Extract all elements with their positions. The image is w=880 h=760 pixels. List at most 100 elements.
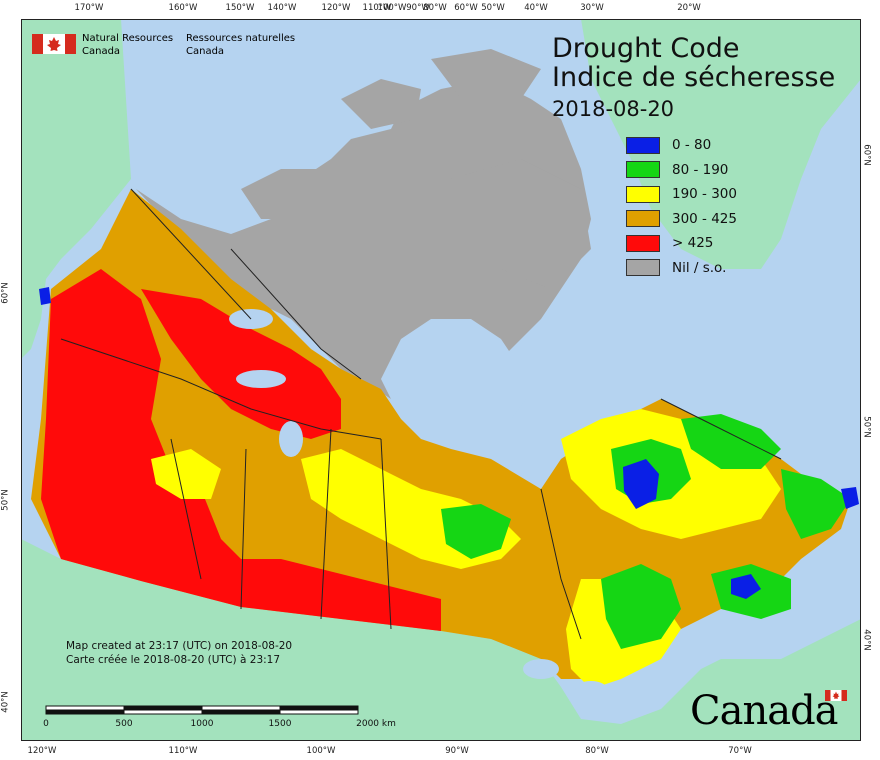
left-tick: 50°N [0,489,11,511]
lake [236,370,286,388]
legend-item: 0 - 80 [626,133,737,158]
legend-item: 190 - 300 [626,182,737,207]
border-line [540,488,582,640]
legend-item: > 425 [626,231,737,256]
drought-zone-gt-425 [41,269,441,631]
greenland-land [581,19,861,269]
hudson-bay [381,319,526,439]
border-line [130,188,252,320]
scale-label: 2000 km [356,719,396,729]
lake [575,681,607,697]
top-tick: 140°W [267,3,297,13]
drought-zone-0-80 [841,487,859,509]
bottom-tick: 100°W [306,746,336,756]
map-title-en: Drought Code [552,33,740,64]
map-title-fr: Indice de sécheresse [552,62,836,93]
scale-label: 1500 [268,719,292,729]
border-line [320,428,332,620]
canada-nil-region [136,79,591,399]
agency-en-line1: Natural Resources [82,33,174,44]
agency-en-line2: Canada [82,46,121,57]
right-tick: 60°N [861,144,872,166]
arctic-island [431,49,541,99]
bottom-tick: 70°W [728,746,752,756]
top-tick: 160°W [168,3,198,13]
top-tick: 40°W [524,3,548,13]
legend-label: 300 - 425 [672,210,737,227]
wordmark-flag-icon [825,690,847,701]
top-tick: 50°W [481,3,505,13]
legend-label: Nil / s.o. [672,259,727,276]
lake [279,421,303,457]
top-tick: 100°W [377,3,407,13]
map-title-block: Drought Code Indice de sécheresse 2018-0… [552,34,835,124]
legend-label: 80 - 190 [672,161,729,178]
arctic-island [451,159,591,289]
bottom-tick: 120°W [27,746,57,756]
legend-label: 190 - 300 [672,186,737,203]
alaska-land [21,19,131,359]
right-tick: 40°N [861,629,872,651]
drought-zone-0-80 [39,287,51,305]
legend: 0 - 80 80 - 190 190 - 300 300 - 425 > 42… [626,133,737,280]
lake [523,659,559,679]
border-line [170,438,202,580]
left-tick: 60°N [0,282,11,304]
usa-land [21,539,861,741]
top-tick: 80°W [423,3,447,13]
scale-label: 0 [43,719,49,729]
map-canvas[interactable] [21,19,861,741]
wordmark-text: Canada [690,688,839,734]
agency-fr-line2: Canada [186,46,225,57]
legend-label: > 425 [672,235,714,252]
drought-zone-190-300 [151,449,221,499]
legend-item: 80 - 190 [626,158,737,183]
legend-swatch [626,161,660,179]
legend-swatch [626,210,660,228]
legend-label: 0 - 80 [672,137,712,154]
scale-bar: 0 500 1000 1500 2000 km [43,704,396,732]
canada-flag-icon [32,34,76,54]
bottom-tick: 110°W [168,746,198,756]
legend-swatch [626,234,660,252]
creation-note-fr: Carte créée le 2018-08-20 (UTC) à 23:17 [66,653,281,666]
legend-swatch [626,259,660,277]
left-tick: 40°N [0,691,11,713]
border-line [230,248,362,380]
drought-zone-gt-425 [141,289,341,439]
top-tick: 20°W [677,3,701,13]
border-line [240,448,247,610]
bottom-tick: 90°W [445,746,469,756]
arctic-island [341,79,421,129]
drought-zone-0-80 [731,574,761,599]
legend-item: 300 - 425 [626,207,737,232]
legend-item: Nil / s.o. [626,256,737,281]
drought-zone-80-190 [601,564,681,649]
bottom-tick: 80°W [585,746,609,756]
agency-name-fr: Ressources naturelles Canada [186,32,295,58]
top-tick: 110°W [362,3,392,13]
scale-label: 1000 [190,719,214,729]
provincial-borders [60,188,782,640]
canada-wordmark: Canada [690,688,850,736]
arctic-island [241,169,331,219]
top-tick: 120°W [321,3,351,13]
top-tick: 150°W [225,3,255,13]
drought-zone-80-190 [781,469,851,539]
border-line [60,338,382,440]
right-tick: 50°N [861,416,872,438]
map-date: 2018-08-20 [552,97,675,121]
border-line [380,438,392,630]
top-tick: 90°W [406,3,430,13]
scale-label: 500 [115,719,133,729]
legend-swatch [626,136,660,154]
legend-swatch [626,185,660,203]
drought-zone-80-190 [441,504,511,559]
border-line [660,398,782,460]
drought-zone-0-80 [623,459,659,509]
agency-name-en: Natural Resources Canada [82,32,173,58]
top-tick: 60°W [454,3,478,13]
top-tick: 30°W [580,3,604,13]
agency-fr-line1: Ressources naturelles [186,33,296,44]
